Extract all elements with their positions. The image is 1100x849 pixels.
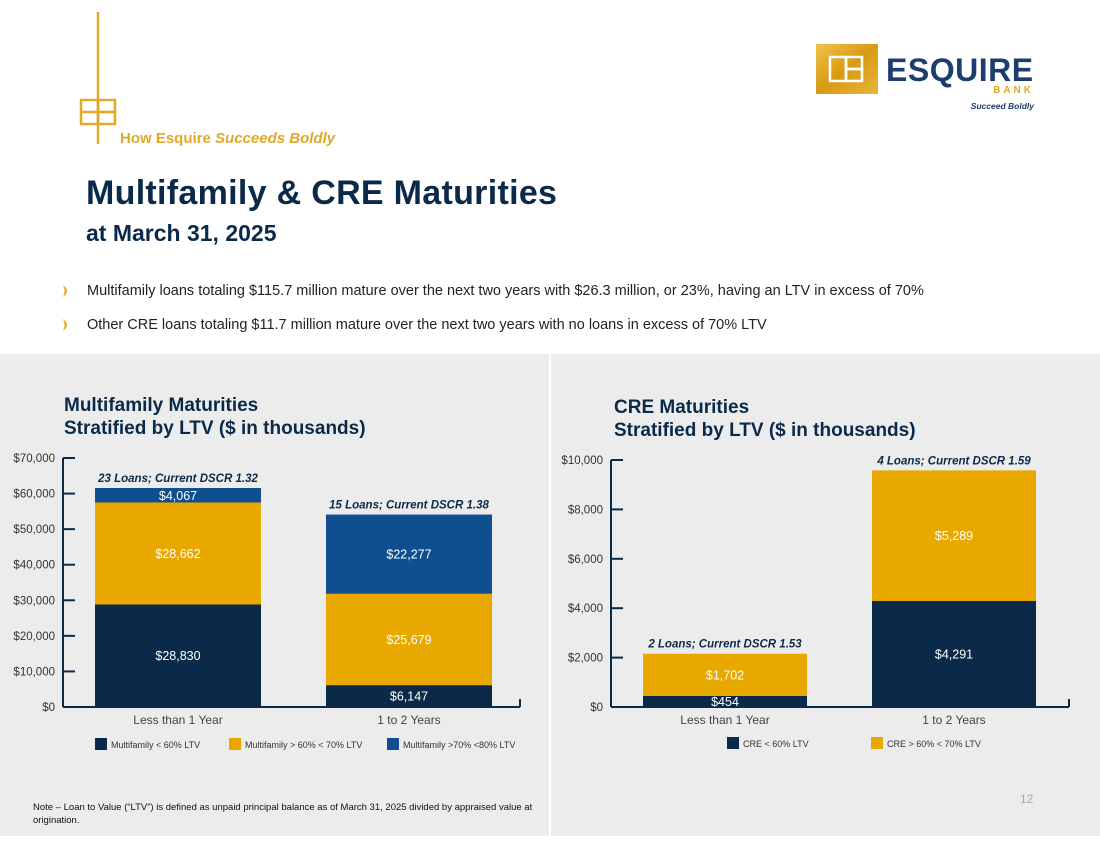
bullet-text: Other CRE loans totaling $11.7 million m… [87,317,767,333]
legend-label: Multifamily > 60% < 70% LTV [245,740,362,750]
bullet-item: Multifamily loans totaling $115.7 millio… [62,283,1062,303]
y-tick-label: $70,000 [13,453,55,465]
bar-value-label: $4,291 [935,648,973,662]
bar-annotation: 4 Loans; Current DSCR 1.59 [876,455,1031,467]
legend-swatch [229,738,241,750]
brand-slogan: Succeed Boldly [971,101,1036,111]
bar-value-label: $28,830 [155,649,200,663]
y-tick-label: $60,000 [13,489,55,501]
footnote: Note – Loan to Value (“LTV”) is defined … [33,802,533,826]
bar-value-label: $5,289 [935,529,973,543]
brand-name: ESQUIRE [886,52,1034,88]
y-tick-label: $2,000 [568,653,603,665]
legend-swatch [95,738,107,750]
bar-segment [326,593,492,686]
legend-swatch [387,738,399,750]
bullet-arrow-icon [63,319,67,331]
x-tick-label: 1 to 2 Years [922,713,985,727]
y-tick-label: $10,000 [561,455,603,467]
eb-logo-mark [79,12,117,144]
bar-annotation: 2 Loans; Current DSCR 1.53 [647,639,802,651]
bar-annotation: 23 Loans; Current DSCR 1.32 [97,473,258,485]
bar-segment [326,514,492,594]
bar-segment [95,502,261,605]
legend-label: CRE < 60% LTV [743,739,809,749]
legend-swatch [727,737,739,749]
cre-chart-title: CRE Maturities Stratified by LTV ($ in t… [614,396,916,442]
x-tick-label: 1 to 2 Years [377,713,440,727]
y-tick-label: $50,000 [13,524,55,536]
y-tick-label: $8,000 [568,504,603,516]
y-tick-label: $20,000 [13,631,55,643]
bar-segment [872,470,1036,602]
page-subtitle: at March 31, 2025 [86,220,277,246]
chart-title-line: CRE Maturities [614,397,750,418]
tagline: How Esquire Succeeds Boldly [120,130,335,147]
bar-value-label: $454 [711,695,739,709]
bar-value-label: $25,679 [386,633,431,647]
bar-value-label: $1,702 [706,668,744,682]
y-tick-label: $4,000 [568,603,603,615]
bar-value-label: $22,277 [386,548,431,562]
bar-segment [326,685,492,707]
bar-segment [643,653,807,696]
chart-title-line: Stratified by LTV ($ in thousands) [64,418,366,439]
bar-segment [643,695,807,707]
y-tick-label: $40,000 [13,560,55,572]
x-tick-label: Less than 1 Year [133,713,222,727]
brand-sub: BANK [993,85,1034,96]
bar-value-label: $28,662 [155,547,200,561]
bar-value-label: $6,147 [390,690,428,704]
multifamily-maturities-chart: $0 $10,000 $20,000 $30,000 $40,000 $50,000 $60… [13,453,521,750]
legend-swatch [871,737,883,749]
bar-segment [872,601,1036,707]
y-tick-label: $0 [590,702,603,714]
legend-label: Multifamily >70% <80% LTV [403,740,515,750]
tagline-emphasis: Succeeds Boldly [215,130,336,147]
multifamily-chart-title: Multifamily Maturities Stratified by LTV… [64,394,366,440]
chart-title-line: Multifamily Maturities [64,395,259,416]
y-tick-label: $6,000 [568,554,603,566]
cre-maturities-chart: $0 $2,000 $4,000 $6,000 $8,000 $10,000 $454 $1,… [561,455,1070,749]
legend-label: Multifamily < 60% LTV [111,740,200,750]
bullet-text: Multifamily loans totaling $115.7 millio… [87,283,924,299]
bar-annotation: 15 Loans; Current DSCR 1.38 [329,500,489,512]
y-tick-label: $10,000 [13,666,55,678]
bar-value-label: $4,067 [159,489,197,503]
bullet-item: Other CRE loans totaling $11.7 million m… [62,317,1062,337]
tagline-prefix: How Esquire [120,130,211,147]
x-tick-label: Less than 1 Year [680,713,769,727]
y-tick-label: $0 [42,702,55,714]
bar-segment [95,488,261,503]
y-tick-label: $30,000 [13,595,55,607]
esquire-bank-logo: ESQUIRE BANK Succeed Boldly [816,44,1036,111]
bullet-arrow-icon [63,285,67,297]
page-number: 12 [1020,792,1034,806]
page-title: Multifamily & CRE Maturities [86,174,558,212]
bar-segment [95,604,261,707]
legend-label: CRE > 60% < 70% LTV [887,739,981,749]
chart-title-line: Stratified by LTV ($ in thousands) [614,420,916,441]
